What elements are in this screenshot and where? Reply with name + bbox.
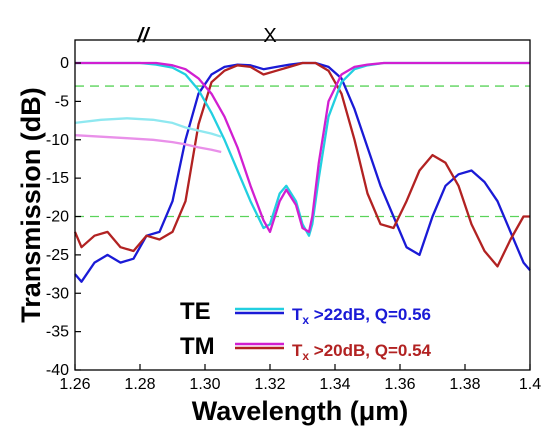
y-tick-label: 0 — [60, 55, 69, 72]
x-tick-label: 1.36 — [384, 376, 415, 393]
series-line-upper_left_trace — [74, 117, 222, 138]
y-tick-label: -5 — [55, 93, 69, 110]
y-tick-label: -10 — [46, 132, 69, 149]
y-tick-label: -40 — [46, 362, 69, 379]
y-tick-label: -25 — [46, 247, 69, 264]
x-tick-label: 1.38 — [449, 376, 480, 393]
annotation-bar: // — [136, 25, 151, 47]
series-layer — [73, 61, 531, 283]
legend-tm-label: TM — [180, 333, 215, 360]
y-tick-label: -30 — [46, 285, 69, 302]
plot-frame — [74, 39, 531, 371]
x-tick-label: 1.32 — [254, 376, 285, 393]
x-tick-label: 1.30 — [189, 376, 220, 393]
legend-te-text: Tx >22dB, Q=0.56 — [292, 305, 431, 327]
legend-te-label: TE — [180, 298, 211, 325]
y-tick-label: -15 — [46, 170, 69, 187]
x-tick-label: 1.26 — [59, 376, 90, 393]
legend-tm-text: Tx >20dB, Q=0.54 — [292, 341, 432, 363]
series-line-te_cross — [74, 61, 531, 283]
annotation-cross: X — [263, 25, 276, 47]
series-line-tm_bar — [75, 61, 530, 234]
x-tick-label: 1.28 — [124, 376, 155, 393]
y-tick-label: -20 — [46, 209, 69, 226]
series-line-tm_cross — [73, 61, 530, 268]
y-tick-label: -35 — [46, 324, 69, 341]
series-line-te_bar — [75, 61, 530, 237]
x-tick-label: 1.34 — [319, 376, 350, 393]
reference-lines — [75, 85, 530, 218]
series-line-upper_left_trace_2 — [74, 134, 222, 154]
x-axis-label: Wavelength (μm) — [192, 396, 409, 426]
axis-ticks: 1.26 1.28 1.30 1.32 1.34 1.36 1.38 1.4 0 -5 -10 -15… — [46, 55, 541, 393]
x-tick-label: 1.4 — [519, 376, 541, 393]
y-axis-label: Transmission (dB) — [16, 87, 46, 323]
legend: TE Tx >22dB, Q=0.56 TM Tx >20dB, Q=0.54 — [180, 298, 432, 363]
